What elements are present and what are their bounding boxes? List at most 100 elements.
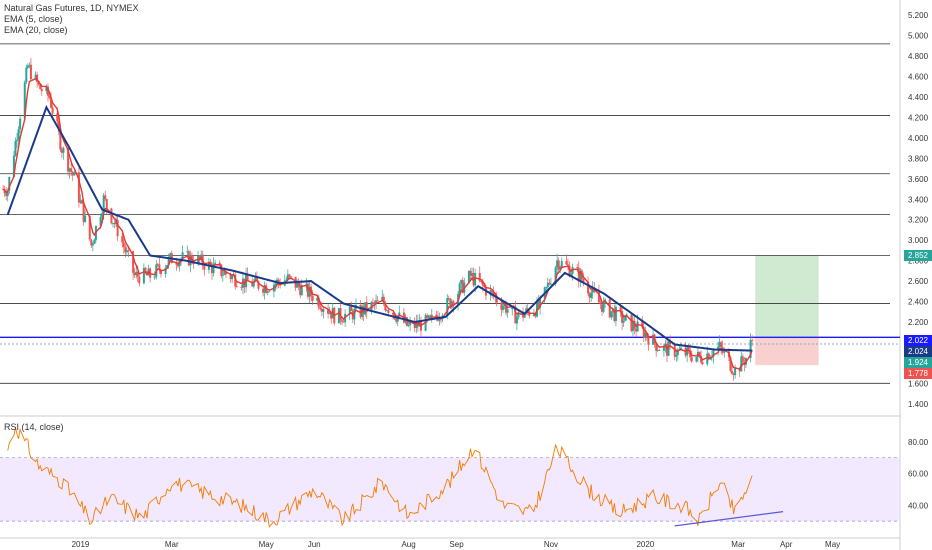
candle-body: [84, 215, 87, 222]
candle-body: [99, 217, 102, 227]
candle-body: [392, 312, 395, 315]
candle-body: [625, 314, 628, 316]
candle-body: [599, 302, 602, 305]
candle-body: [645, 332, 648, 338]
candle-body: [409, 321, 412, 325]
candle-body: [601, 304, 604, 312]
candle-body: [729, 357, 732, 371]
candle-body: [254, 276, 257, 282]
candle-body: [741, 356, 744, 362]
candle-body: [198, 255, 201, 261]
candle-body: [652, 334, 655, 345]
candle-body: [296, 281, 299, 288]
candle-body: [738, 368, 741, 372]
candle-body: [221, 274, 224, 276]
candle-body: [687, 347, 690, 351]
candle-body: [82, 203, 85, 222]
candle-body: [701, 362, 704, 365]
candle-body: [566, 264, 569, 266]
candle-body: [251, 281, 254, 287]
candle-body: [413, 321, 416, 329]
candle-body: [381, 296, 384, 301]
candle-body: [546, 282, 549, 288]
candle-body: [732, 373, 735, 376]
current-price-label: 2.024: [904, 346, 932, 357]
candle-body: [25, 67, 28, 83]
candle-body: [483, 285, 486, 288]
candle-body: [342, 321, 345, 323]
candle-body: [467, 271, 470, 283]
candle-body: [469, 271, 472, 276]
candle-body: [176, 264, 179, 267]
candle-body: [613, 309, 616, 321]
candle-body: [720, 342, 723, 348]
candle-body: [111, 222, 114, 224]
candle-body: [252, 281, 255, 287]
x-tick-label: Nov: [544, 540, 558, 549]
candle-body: [17, 129, 20, 140]
candle-body: [644, 332, 647, 338]
candle-body: [88, 215, 91, 240]
y-tick-label: 1.400: [908, 400, 929, 409]
candle-body: [532, 313, 535, 316]
candle-body: [93, 239, 96, 244]
candle-body: [376, 300, 379, 302]
candle-body: [101, 213, 104, 218]
candle-body: [662, 345, 665, 351]
candle-body: [642, 327, 645, 338]
candle-body: [135, 271, 138, 276]
candle-body: [57, 121, 60, 132]
candle-body: [289, 276, 292, 278]
y-tick-label: 4.800: [908, 52, 929, 61]
candle-body: [515, 317, 518, 324]
candle-body: [491, 290, 494, 292]
y-tick-label: 4.000: [908, 134, 929, 143]
y-tick-label: 4.600: [908, 73, 929, 82]
candle-body: [223, 271, 226, 275]
x-tick-label: 2020: [636, 540, 654, 549]
y-tick-label: 3.400: [908, 195, 929, 204]
candle-body: [447, 298, 450, 299]
candle-body: [588, 293, 591, 298]
candle-body: [327, 309, 330, 314]
candle-body: [549, 283, 552, 285]
y-tick-label: 4.400: [908, 93, 929, 102]
candle-body: [240, 287, 243, 288]
candle-body: [501, 306, 504, 310]
rsi-tick-label: 40.00: [908, 501, 929, 510]
candle-body: [229, 274, 232, 280]
candle-body: [60, 149, 63, 153]
candle-body: [450, 301, 453, 308]
candle-body: [536, 300, 539, 317]
candle-body: [582, 278, 585, 282]
candle-body: [740, 356, 743, 372]
candle-body: [125, 250, 128, 253]
candle-body: [285, 279, 288, 281]
candle-body: [706, 353, 709, 365]
y-tick-label: 3.800: [908, 154, 929, 163]
candle-body: [656, 350, 659, 352]
candle-body: [559, 266, 562, 270]
y-tick-label: 1.600: [908, 379, 929, 388]
candle-body: [68, 168, 71, 172]
candle-body: [371, 302, 374, 304]
candle-body: [59, 131, 62, 150]
candle-body: [26, 65, 29, 68]
candle-body: [203, 265, 206, 270]
candle-body: [359, 305, 362, 318]
candle-body: [158, 264, 161, 270]
candle-body: [37, 82, 40, 85]
candle-body: [45, 86, 48, 92]
candle-body: [34, 74, 37, 80]
candle-body: [29, 64, 32, 80]
candle-body: [602, 301, 605, 312]
candle-body: [144, 267, 147, 274]
candle-body: [319, 307, 322, 309]
candle-body: [556, 260, 559, 268]
candle-body: [79, 200, 82, 203]
candle-body: [636, 321, 639, 332]
candle-body: [36, 74, 39, 83]
candle-body: [731, 370, 734, 374]
candle-body: [707, 353, 710, 360]
candle-body: [73, 172, 76, 176]
